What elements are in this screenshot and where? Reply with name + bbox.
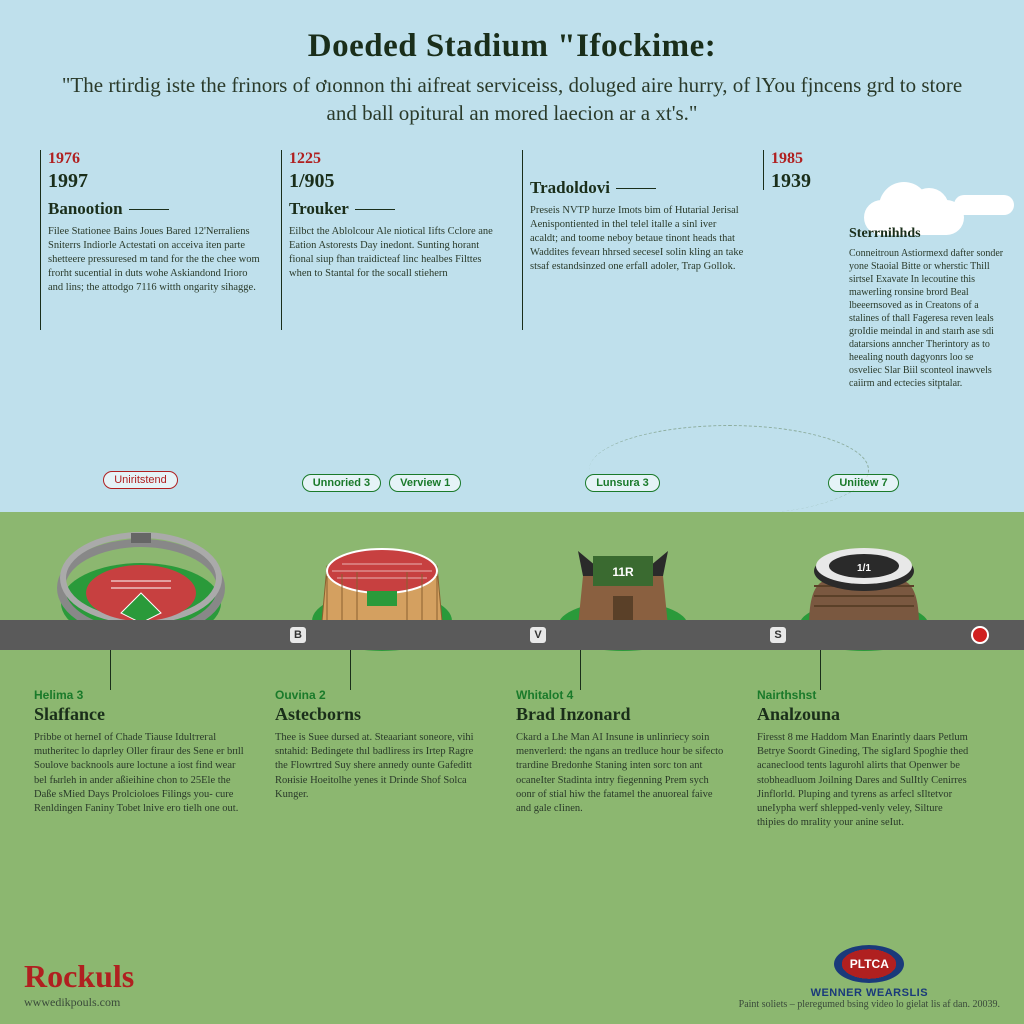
marker-s: S xyxy=(770,627,786,643)
bottom-title-4: Analzouna xyxy=(757,704,970,725)
tag-lunsura: Lunsura 3 xyxy=(585,474,660,492)
footer: Rockuls wwwedikpouls.com PLTCA WENNER WE… xyxy=(24,945,1000,1010)
year-red-1: 1976 xyxy=(48,150,281,168)
tick-4 xyxy=(763,150,764,190)
logo-oval: PLTCA xyxy=(834,945,904,983)
tag-unitew: Uniitew 7 xyxy=(828,474,898,492)
header: Doeded Stadium "Ifockime: "The rtirdig i… xyxy=(0,0,1024,140)
bottom-col-4: Nairthshst Analzouna Firesst 8 me Haddom… xyxy=(743,680,984,838)
tick-2 xyxy=(281,150,282,330)
year-body-3: Preseis NVTP hurze Imots bim of Hutarial… xyxy=(530,204,763,275)
tag-unnoried: Unnoried 3 xyxy=(302,474,381,492)
logo-sub: WENNER WEARSLIS xyxy=(739,987,1000,999)
sidebar-body: Conneitroun Astiormexd dafter sonder yon… xyxy=(849,247,1004,390)
tick-1 xyxy=(40,150,41,330)
year-heading-3: Tradoldovi xyxy=(530,178,763,198)
year-dark-4: 1939 xyxy=(771,170,1004,193)
footer-url: wwwedikpouls.com xyxy=(24,995,134,1010)
tag-unitstend: Uniritstend xyxy=(103,471,178,489)
marker-v: V xyxy=(530,627,546,643)
tag-verview: Verview 1 xyxy=(389,474,461,492)
bottom-title-2: Astecborns xyxy=(275,704,488,725)
year-dark-1: 1997 xyxy=(48,170,281,193)
bottom-title-3: Brad Inzonard xyxy=(516,704,729,725)
year-dark-2: 1/905 xyxy=(289,170,522,193)
bottom-title-1: Slaffance xyxy=(34,704,247,725)
year-block-3: Tradoldovi Preseis NVTP hurze Imots bim … xyxy=(522,150,763,296)
svg-text:1/1: 1/1 xyxy=(857,563,871,574)
year-heading-2: Trouker xyxy=(289,199,522,219)
bottom-body-1: Pribbe ot herneI of Chade Tiause Idultте… xyxy=(34,731,247,816)
year-body-2: Eilbct the Ablolcour Ale niotical Iifts … xyxy=(289,225,522,282)
bottom-col-2: Ouvina 2 Astecborns Thee is Suee dursed … xyxy=(261,680,502,838)
year-red-4: 1985 xyxy=(771,150,1004,168)
bottom-col-3: Whitalot 4 Brad Inzonard Ckard a Lhe Man… xyxy=(502,680,743,838)
timeline-bar: B V S xyxy=(0,620,1024,650)
year-body-1: Filee Stationee Bains Joues Bared 12'Ner… xyxy=(48,225,281,296)
footer-left: Rockuls wwwedikpouls.com xyxy=(24,958,134,1010)
bottom-label-2: Ouvina 2 xyxy=(275,688,488,702)
year-heading-1: Banootion xyxy=(48,199,281,219)
bottom-body-3: Ckard a Lhe Man AI Insune iв unlinriecy … xyxy=(516,731,729,816)
year-block-2: 1225 1/905 Trouker Eilbct the Ablolcour … xyxy=(281,150,522,296)
bottom-label-4: Nairthshst xyxy=(757,688,970,702)
bottom-col-1: Helima 3 Slaffance Pribbe ot herneI of C… xyxy=(20,680,261,838)
logo-right: PLTCA WENNER WEARSLIS xyxy=(739,945,1000,999)
year-block-1: 1976 1997 Banootion Filee Stationee Bain… xyxy=(40,150,281,296)
svg-text:11R: 11R xyxy=(612,565,634,579)
bottom-body-4: Firesst 8 me Haddom Man Enarintly daars … xyxy=(757,731,970,830)
disclaimer: Paint soliets – pleregumed bsing video l… xyxy=(739,999,1000,1010)
bottom-label-1: Helima 3 xyxy=(34,688,247,702)
year-red-2: 1225 xyxy=(289,150,522,168)
subtitle: "The rtirdig iste the frinors of ơıonnon… xyxy=(60,71,964,128)
bottom-label-3: Whitalot 4 xyxy=(516,688,729,702)
tick-3 xyxy=(522,150,523,330)
bottom-body-2: Thee is Suee dursed at. Steaariant sonеo… xyxy=(275,731,488,802)
main-title: Doeded Stadium "Ifockime: xyxy=(60,28,964,65)
marker-b: B xyxy=(290,627,306,643)
logo-left: Rockuls xyxy=(24,958,134,995)
sidebar: Sterrnihhds Conneitroun Astiormexd dafte… xyxy=(849,225,1004,390)
bottom-row: Helima 3 Slaffance Pribbe ot herneI of C… xyxy=(0,680,1024,838)
sidebar-title: Sterrnihhds xyxy=(849,225,1004,243)
footer-right: PLTCA WENNER WEARSLIS Paint soliets – pl… xyxy=(739,945,1000,1010)
